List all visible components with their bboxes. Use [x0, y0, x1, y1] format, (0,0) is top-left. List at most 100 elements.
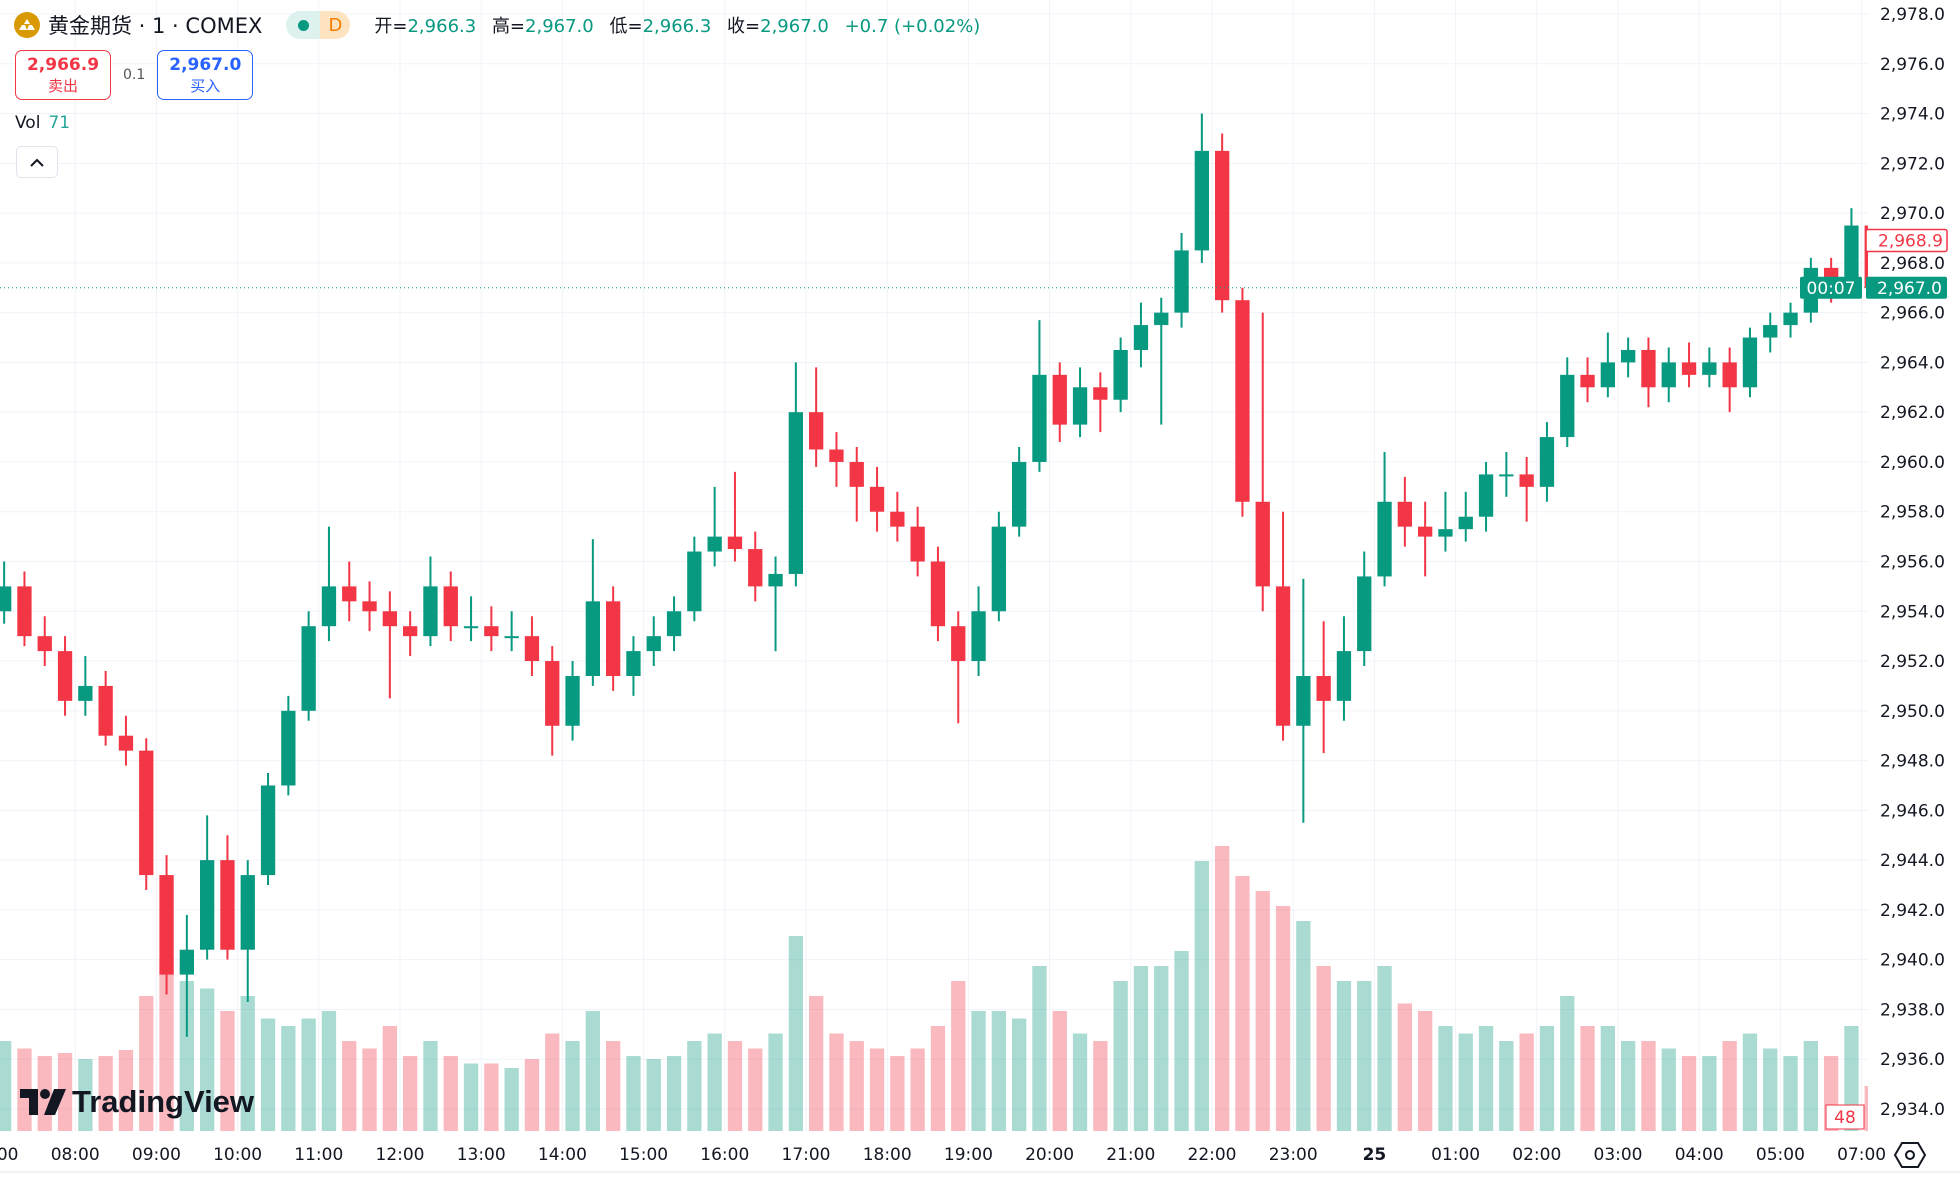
candle-body [951, 626, 966, 662]
candle [484, 606, 499, 652]
chevron-up-icon [30, 158, 44, 167]
candle-body [687, 551, 702, 612]
volume-bar [1641, 1041, 1656, 1131]
candle-body [1093, 387, 1108, 400]
candle-body [707, 536, 722, 552]
candle [1174, 233, 1189, 328]
candle-body [1621, 349, 1636, 363]
open-value: 2,966.3 [407, 16, 477, 37]
volume-bar [1742, 1033, 1758, 1131]
candle-body [1783, 312, 1798, 326]
time-tick-label: 02:00 [1512, 1145, 1561, 1165]
candle-body [37, 636, 52, 652]
candle-body [809, 412, 824, 450]
buy-button[interactable]: 2,967.0 买入 [157, 50, 254, 100]
volume-bar [1113, 981, 1128, 1131]
price-tick-label: 2,962.0 [1880, 403, 1945, 423]
candle [1763, 312, 1778, 353]
candle-body [788, 412, 803, 574]
candle-body [1215, 150, 1230, 301]
hexagon-settings-icon[interactable] [1893, 1140, 1927, 1170]
candle [362, 581, 377, 632]
volume-bar [585, 1011, 600, 1131]
price-tick-label: 2,948.0 [1880, 752, 1945, 772]
volume-bar [1438, 1026, 1453, 1131]
candle-body [301, 626, 316, 711]
candle [1722, 347, 1737, 413]
time-tick-label: 18:00 [863, 1145, 912, 1165]
price-tick-label: 2,978.0 [1880, 5, 1945, 25]
candle [626, 636, 641, 696]
volume-bar [1763, 1048, 1778, 1131]
volume-bar [951, 981, 966, 1131]
candle [930, 546, 946, 642]
volume-bar [321, 1011, 337, 1131]
time-tick-label: 05:00 [1756, 1145, 1805, 1165]
time-tick-label: 04:00 [1675, 1145, 1724, 1165]
candle-body [1722, 362, 1737, 388]
candle [788, 362, 803, 587]
last-volume-label-box [1825, 1104, 1865, 1130]
candle-body [1133, 325, 1149, 350]
low-label: 低= [609, 16, 643, 37]
candle [829, 432, 844, 487]
bar-countdown-box [1800, 276, 1862, 299]
candle-body [1438, 529, 1453, 537]
time-tick-label: 16:00 [700, 1145, 749, 1165]
time-tick-label: 10:00 [213, 1145, 262, 1165]
volume-bar [1397, 1003, 1412, 1131]
volume-bar [768, 1033, 783, 1131]
volume-label: Vol [15, 113, 41, 133]
candle-body [382, 611, 397, 627]
candle-body [1032, 374, 1047, 462]
price-axis[interactable] [1868, 0, 1960, 1181]
candle-body [0, 586, 12, 612]
price-tick-label: 2,936.0 [1880, 1050, 1945, 1070]
candle [1539, 422, 1555, 502]
candle-body [463, 626, 479, 629]
volume-bar [281, 1026, 296, 1131]
time-axis[interactable] [0, 1131, 1868, 1181]
volume-bar [1478, 1026, 1494, 1131]
candle [1357, 551, 1372, 667]
time-tick-label: 23:00 [1269, 1145, 1318, 1165]
volume-bar [524, 1059, 540, 1131]
ohlc-legend: 开=2,966.3 高=2,967.0 低=2,966.3 收=2,967.0 … [374, 12, 990, 38]
sell-button[interactable]: 2,966.9 卖出 [15, 50, 111, 100]
candle-body [1012, 461, 1027, 527]
bid-price-label-box [1865, 228, 1948, 253]
volume-bar [118, 1050, 134, 1131]
candle [1560, 357, 1575, 448]
candle-body [98, 685, 113, 736]
time-tick-label: 12:00 [376, 1145, 425, 1165]
candle-body [1397, 501, 1412, 527]
candle [159, 855, 174, 995]
candle-body [1539, 437, 1555, 487]
candle [565, 661, 580, 741]
volume-bar [910, 1048, 925, 1131]
candle [37, 616, 52, 667]
candle [281, 695, 296, 796]
candle [524, 616, 540, 676]
candle-body [240, 875, 255, 950]
candle-body [1661, 362, 1676, 388]
market-status-badge[interactable]: D [286, 11, 351, 39]
candle [1052, 362, 1067, 443]
time-tick-label: 22:00 [1188, 1145, 1237, 1165]
time-tick-label: 19:00 [944, 1145, 993, 1165]
volume-bar [1032, 966, 1047, 1131]
candle [200, 815, 215, 960]
market-open-dot-icon [286, 11, 321, 39]
price-tick-label: 2,946.0 [1880, 801, 1945, 821]
collapse-legend-button[interactable] [16, 146, 58, 178]
candle-body [260, 785, 276, 876]
tradingview-logo[interactable]: TradingView [20, 1084, 254, 1120]
candle [1519, 456, 1534, 522]
candle-body [585, 601, 600, 676]
gold-symbol-icon [14, 12, 40, 38]
volume-bar [240, 996, 255, 1131]
symbol-title[interactable]: 黄金期货 · 1 · COMEX [48, 14, 263, 38]
candle-body [1235, 300, 1250, 502]
volume-bar [139, 996, 154, 1131]
